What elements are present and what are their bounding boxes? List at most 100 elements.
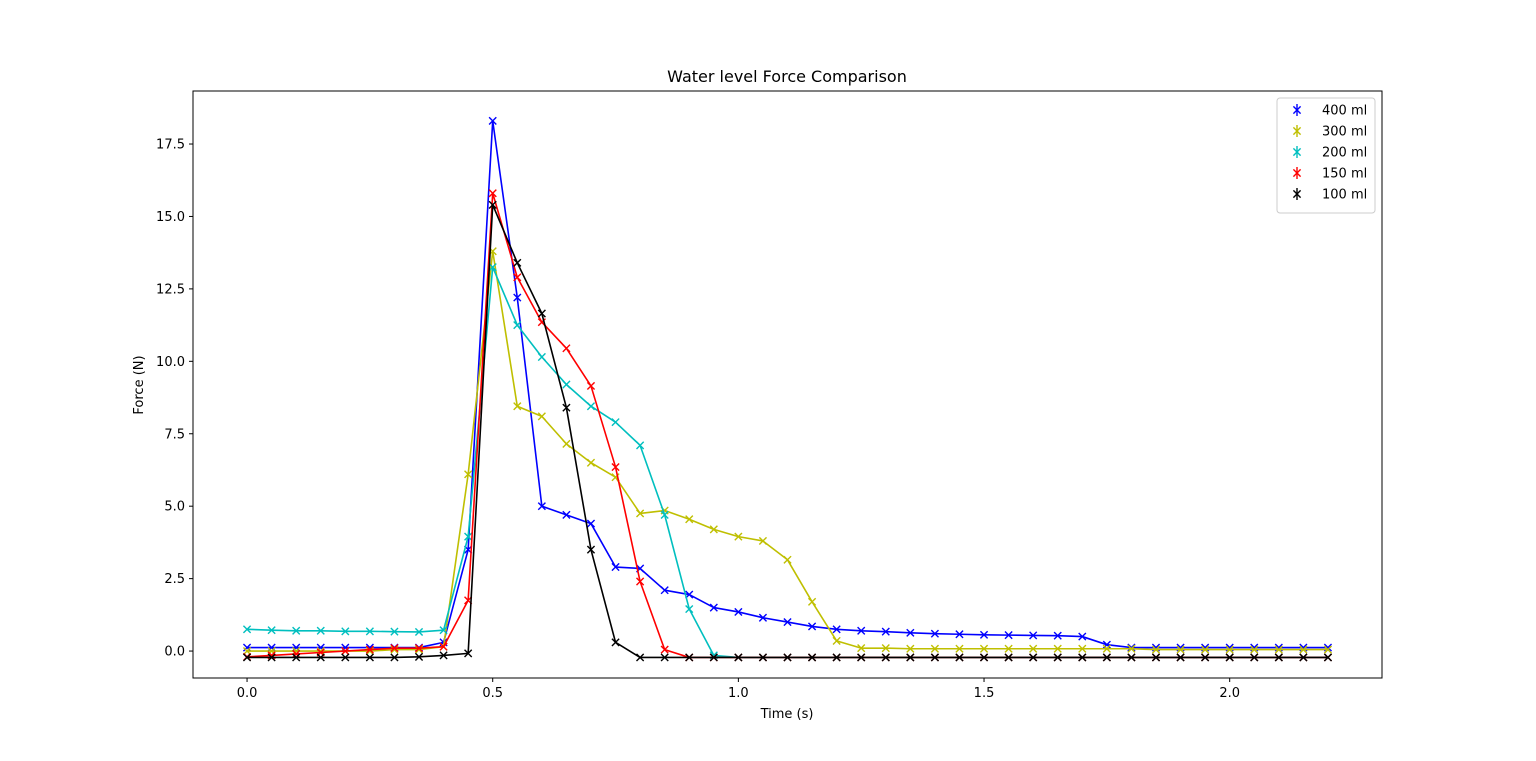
data-point xyxy=(1299,645,1308,654)
data-point xyxy=(513,402,522,411)
data-point xyxy=(709,653,718,662)
data-point xyxy=(1004,653,1013,662)
data-point xyxy=(807,653,817,662)
data-point xyxy=(365,653,374,662)
data-point xyxy=(1102,644,1111,653)
x-axis-label: Time (s) xyxy=(760,707,814,722)
data-point xyxy=(1250,653,1259,662)
data-point xyxy=(464,532,473,541)
data-point xyxy=(414,645,424,654)
data-point xyxy=(341,627,350,636)
data-point xyxy=(414,627,424,637)
data-point xyxy=(439,626,448,635)
data-point xyxy=(1127,653,1136,662)
data-point xyxy=(488,200,497,209)
data-point xyxy=(464,470,473,479)
series-100-ml xyxy=(242,200,1333,662)
y-tick-label: 15.0 xyxy=(156,210,185,225)
data-point xyxy=(930,653,939,662)
data-point xyxy=(365,627,374,636)
data-point xyxy=(586,458,596,467)
x-tick-label: 2.0 xyxy=(1219,686,1240,701)
data-point xyxy=(267,653,276,662)
legend-item: 100 ml xyxy=(1292,188,1367,203)
plot-frame xyxy=(192,90,1383,679)
data-point xyxy=(1029,653,1038,662)
data-point xyxy=(267,643,276,652)
y-tick-label: 7.5 xyxy=(164,427,185,442)
data-point xyxy=(242,625,252,634)
data-point xyxy=(1004,631,1013,640)
data-point xyxy=(390,627,399,636)
data-point xyxy=(758,536,768,546)
data-point xyxy=(783,617,792,627)
data-point xyxy=(685,604,694,614)
data-point xyxy=(1274,653,1283,662)
data-point xyxy=(316,626,325,635)
data-point xyxy=(685,515,694,524)
y-tick-label: 0.0 xyxy=(164,645,185,660)
data-point xyxy=(709,603,718,612)
data-point xyxy=(660,645,669,654)
data-point xyxy=(1299,653,1308,662)
data-point xyxy=(1176,653,1185,662)
data-point xyxy=(906,628,915,637)
data-point xyxy=(611,418,620,427)
data-point xyxy=(1053,653,1062,662)
y-tick-label: 10.0 xyxy=(156,355,185,370)
data-point xyxy=(341,653,350,662)
data-point xyxy=(1225,645,1234,654)
data-point xyxy=(979,630,989,639)
data-point xyxy=(341,643,350,652)
data-point xyxy=(1078,653,1087,662)
data-point xyxy=(758,653,768,662)
legend-item: 150 ml xyxy=(1292,167,1367,182)
y-tick-label: 2.5 xyxy=(164,572,185,587)
data-point xyxy=(636,441,645,450)
y-tick-label: 5.0 xyxy=(164,500,185,515)
data-point xyxy=(906,653,915,662)
data-point xyxy=(562,439,571,448)
legend-label: 100 ml xyxy=(1322,188,1367,203)
series-300-ml xyxy=(242,247,1333,656)
data-point xyxy=(439,642,448,651)
data-point xyxy=(562,403,571,412)
legend-item: 300 ml xyxy=(1292,125,1367,140)
legend-label: 150 ml xyxy=(1322,167,1367,182)
legend-item: 400 ml xyxy=(1292,104,1367,119)
data-point xyxy=(807,622,817,631)
data-point xyxy=(636,577,645,586)
data-point xyxy=(783,653,792,662)
data-point xyxy=(586,402,596,411)
data-point xyxy=(488,189,497,198)
data-point xyxy=(832,636,841,646)
data-point xyxy=(611,638,620,647)
data-point xyxy=(955,653,964,662)
data-point xyxy=(537,309,546,318)
data-point xyxy=(390,653,399,662)
data-point xyxy=(832,653,841,662)
data-point xyxy=(857,626,866,635)
data-point xyxy=(341,646,350,656)
data-point xyxy=(1201,645,1210,654)
legend-marker xyxy=(1292,126,1302,136)
data-point xyxy=(562,380,571,389)
data-point xyxy=(586,545,596,554)
data-point xyxy=(881,644,890,653)
data-point xyxy=(242,653,252,662)
data-point xyxy=(1078,632,1087,641)
data-point xyxy=(292,649,301,659)
data-point xyxy=(979,653,989,662)
data-point xyxy=(1323,645,1333,654)
data-point xyxy=(414,644,424,653)
data-point xyxy=(464,649,473,658)
data-point xyxy=(660,586,669,595)
data-point xyxy=(316,646,325,656)
data-point xyxy=(1102,653,1111,662)
data-point xyxy=(709,525,718,534)
data-point xyxy=(365,645,374,654)
data-point xyxy=(906,644,915,653)
data-point xyxy=(586,381,596,391)
data-point xyxy=(660,653,669,662)
